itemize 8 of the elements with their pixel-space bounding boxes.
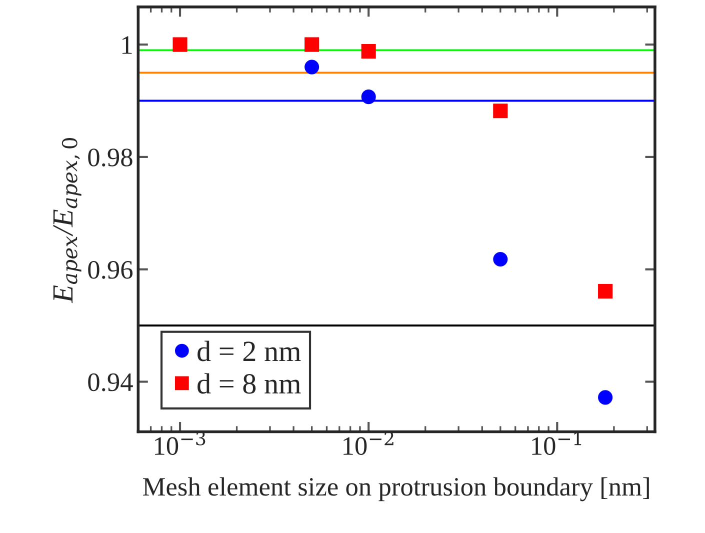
y-axis-title: E$_{apex}$/E$_{apex,0}$ xyxy=(53,138,82,304)
y-tick-label: 0.94 xyxy=(88,373,133,392)
x-axis-title: Mesh element size on protrusion boundary [nm] xyxy=(143,477,649,502)
y-tick-label: 0.96 xyxy=(88,260,133,279)
legend-label: d = 8 nm xyxy=(198,373,301,394)
y-tick-label: 1 xyxy=(122,36,132,54)
y-tick-label: 0.98 xyxy=(88,148,132,166)
legend-label: d = 2 nm xyxy=(198,340,301,362)
